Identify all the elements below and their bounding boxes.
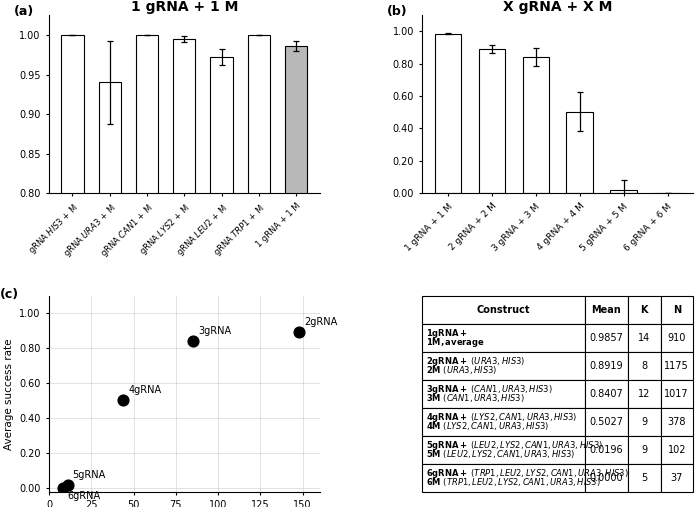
Text: 5: 5 — [641, 473, 648, 483]
Bar — [523, 57, 549, 193]
Bar — [99, 83, 121, 507]
Text: 9: 9 — [641, 417, 648, 427]
Bar — [661, 380, 693, 408]
Text: 14: 14 — [638, 333, 650, 343]
Bar — [566, 112, 593, 193]
Bar — [435, 33, 461, 193]
Bar — [628, 464, 661, 492]
Bar — [422, 464, 584, 492]
Text: $\mathbf{3 M}$ $\mathit{(CAN1, URA3, HIS3)}$: $\mathbf{3 M}$ $\mathit{(CAN1, URA3, HIS… — [426, 392, 525, 405]
Bar — [479, 49, 505, 193]
Bar — [422, 380, 584, 408]
Text: $\mathbf{5 gRNA +}$ $\mathit{(LEU2, LYS2, CAN1, URA3, HIS3)}$: $\mathbf{5 gRNA +}$ $\mathit{(LEU2, LYS2… — [426, 439, 603, 452]
Text: 1017: 1017 — [664, 389, 689, 399]
Text: 0.0196: 0.0196 — [589, 445, 623, 455]
Point — [294, 329, 305, 337]
Bar — [584, 408, 628, 436]
Bar — [628, 380, 661, 408]
Bar — [628, 352, 661, 380]
Point — [62, 481, 74, 489]
Text: N: N — [673, 305, 681, 315]
Text: 0.5027: 0.5027 — [589, 417, 624, 427]
Text: $\mathbf{2 gRNA +}$ $\mathit{(URA3, HIS3)}$: $\mathbf{2 gRNA +}$ $\mathit{(URA3, HIS3… — [426, 355, 526, 368]
Bar — [661, 464, 693, 492]
Bar — [661, 296, 693, 324]
Text: 8: 8 — [641, 361, 648, 371]
Text: Mean: Mean — [592, 305, 622, 315]
Text: 378: 378 — [668, 417, 686, 427]
Text: 102: 102 — [668, 445, 686, 455]
Text: $\mathbf{4 gRNA +}$ $\mathit{(LYS2, CAN1, URA3, HIS3)}$: $\mathbf{4 gRNA +}$ $\mathit{(LYS2, CAN1… — [426, 411, 578, 424]
Bar — [584, 380, 628, 408]
Bar — [211, 57, 232, 507]
Text: (a): (a) — [14, 5, 34, 18]
Text: 12: 12 — [638, 389, 650, 399]
Bar — [136, 35, 158, 507]
Bar — [584, 324, 628, 352]
Bar — [422, 296, 584, 324]
Bar — [584, 436, 628, 464]
Text: Construct: Construct — [477, 305, 531, 315]
Text: $\mathbf{6 gRNA +}$ $\mathit{(TRP1, LEU2, LYS2, CAN1, URA3, HIS3)}$: $\mathbf{6 gRNA +}$ $\mathit{(TRP1, LEU2… — [426, 467, 629, 480]
Text: 6gRNA: 6gRNA — [68, 491, 101, 500]
Bar — [628, 324, 661, 352]
Text: 2gRNA: 2gRNA — [304, 317, 337, 327]
Y-axis label: Average success rate: Average success rate — [4, 338, 13, 450]
Title: 1 gRNA + 1 M: 1 gRNA + 1 M — [131, 0, 238, 14]
Bar — [584, 464, 628, 492]
Text: K: K — [640, 305, 648, 315]
Title: X gRNA + X M: X gRNA + X M — [503, 0, 612, 14]
Bar — [584, 296, 628, 324]
Text: $\mathbf{1 M, average}$: $\mathbf{1 M, average}$ — [426, 336, 485, 349]
Bar — [285, 46, 307, 507]
Text: 0.8919: 0.8919 — [589, 361, 623, 371]
Text: $\mathbf{4 M}$ $\mathit{(LYS2, CAN1, URA3, HIS3)}$: $\mathbf{4 M}$ $\mathit{(LYS2, CAN1, URA… — [426, 420, 550, 432]
Text: 3gRNA: 3gRNA — [198, 326, 231, 336]
Text: 37: 37 — [671, 473, 683, 483]
Bar — [422, 352, 584, 380]
Bar — [422, 436, 584, 464]
Text: $\mathbf{1 gRNA +}$: $\mathbf{1 gRNA +}$ — [426, 327, 468, 340]
Bar — [661, 436, 693, 464]
Text: 0.8407: 0.8407 — [589, 389, 623, 399]
Text: 5gRNA: 5gRNA — [73, 469, 106, 480]
Text: 1175: 1175 — [664, 361, 689, 371]
Text: $\mathbf{3 gRNA +}$ $\mathit{(CAN1, URA3, HIS3)}$: $\mathbf{3 gRNA +}$ $\mathit{(CAN1, URA3… — [426, 383, 553, 396]
Text: (c): (c) — [0, 288, 20, 301]
Bar — [661, 324, 693, 352]
Point — [57, 484, 68, 492]
Text: 910: 910 — [668, 333, 686, 343]
Bar — [610, 190, 637, 193]
Text: 0.0000: 0.0000 — [589, 473, 623, 483]
Text: 0.9857: 0.9857 — [589, 333, 623, 343]
Bar — [422, 408, 584, 436]
Point — [187, 337, 198, 345]
Point — [118, 396, 129, 405]
Text: $\mathbf{6 M}$ $\mathit{(TRP1, LEU2, LYS2, CAN1, URA3, HIS3)}$: $\mathbf{6 M}$ $\mathit{(TRP1, LEU2, LYS… — [426, 476, 601, 488]
Bar — [584, 352, 628, 380]
Text: $\mathbf{2 M}$ $\mathit{(URA3, HIS3)}$: $\mathbf{2 M}$ $\mathit{(URA3, HIS3)}$ — [426, 365, 498, 376]
Bar — [248, 35, 270, 507]
Text: (b): (b) — [387, 5, 408, 18]
Text: $\mathbf{5 M}$ $\mathit{(LEU2, LYS2, CAN1, URA3, HIS3)}$: $\mathbf{5 M}$ $\mathit{(LEU2, LYS2, CAN… — [426, 448, 575, 460]
Bar — [628, 436, 661, 464]
Bar — [661, 408, 693, 436]
Bar — [628, 296, 661, 324]
Bar — [422, 324, 584, 352]
Text: 4gRNA: 4gRNA — [129, 385, 162, 395]
Bar — [628, 408, 661, 436]
Bar — [661, 352, 693, 380]
Bar — [62, 35, 84, 507]
Text: 9: 9 — [641, 445, 648, 455]
Bar — [173, 39, 195, 507]
